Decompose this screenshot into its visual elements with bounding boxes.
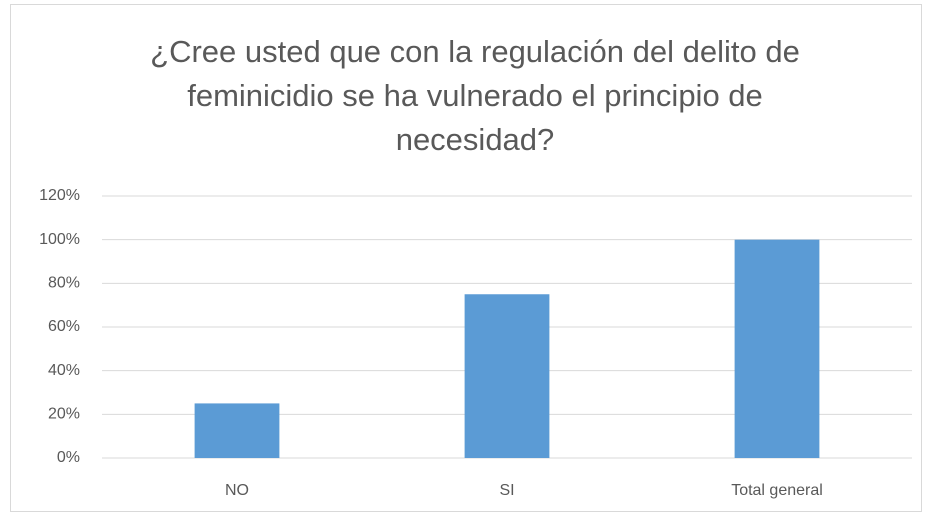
x-tick-label: NO	[225, 482, 249, 499]
bar	[734, 239, 820, 458]
bar	[464, 294, 550, 458]
x-tick-label: SI	[499, 482, 514, 499]
y-tick-label: 0%	[57, 449, 80, 466]
y-tick-label: 80%	[48, 275, 80, 292]
chart-title: ¿Cree usted que con la regulación del de…	[150, 34, 800, 157]
y-tick-label: 20%	[48, 406, 80, 423]
bar	[194, 403, 280, 458]
y-tick-label: 120%	[39, 187, 80, 204]
y-tick-label: 60%	[48, 318, 80, 335]
y-tick-label: 40%	[48, 362, 80, 379]
chart-frame	[10, 4, 922, 512]
y-tick-label: 100%	[39, 231, 80, 248]
x-tick-label: Total general	[731, 482, 823, 499]
